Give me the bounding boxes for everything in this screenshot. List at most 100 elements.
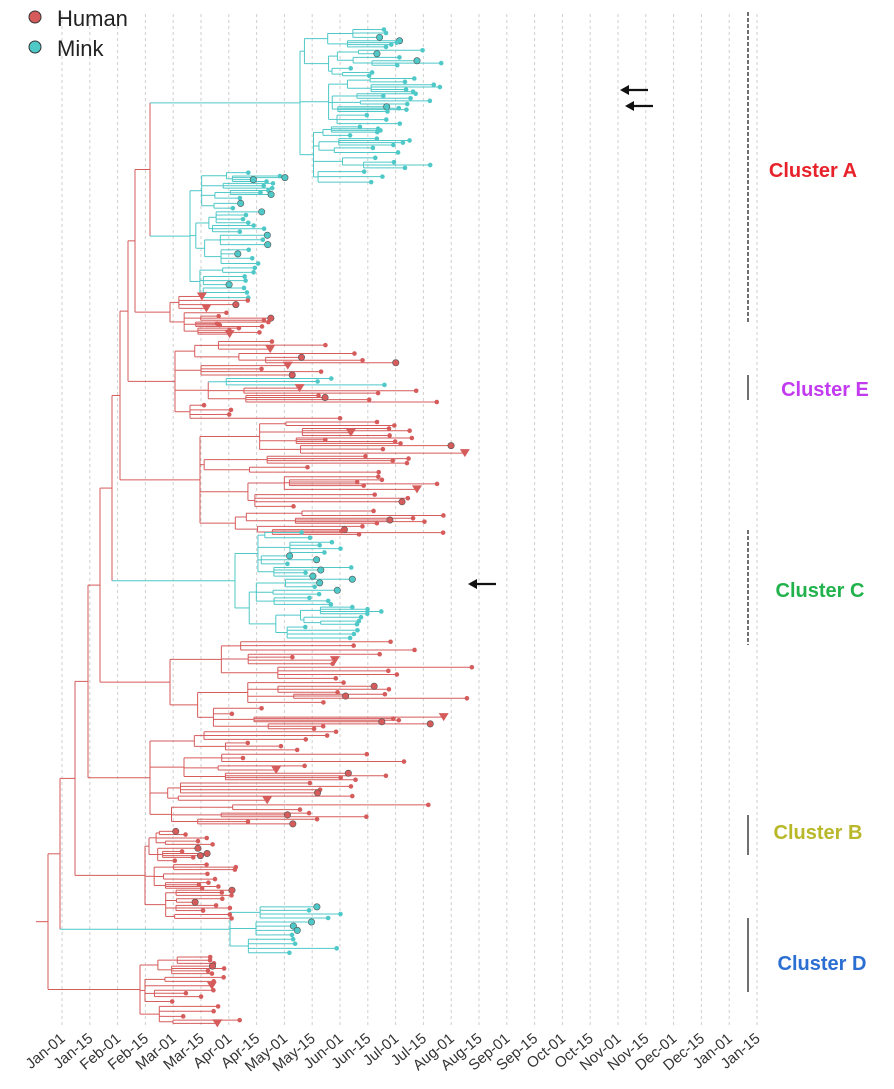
tree-tip bbox=[180, 1014, 186, 1019]
tree-tip bbox=[210, 842, 215, 847]
tree-tip bbox=[255, 261, 261, 266]
tree-tip bbox=[203, 850, 211, 858]
tree-tip bbox=[405, 495, 411, 501]
tree-tip bbox=[234, 250, 242, 258]
tree-tip bbox=[257, 330, 262, 335]
tree-tip bbox=[212, 876, 218, 882]
tree-tip bbox=[215, 1004, 221, 1009]
tree-tip bbox=[290, 654, 295, 660]
tree-tip bbox=[219, 896, 225, 902]
tree-tip bbox=[392, 359, 400, 367]
tree-tip bbox=[441, 513, 446, 518]
tree-tip bbox=[374, 520, 380, 526]
tree-tip-triangle bbox=[262, 796, 273, 805]
tree-tip bbox=[323, 437, 328, 443]
tree-tip bbox=[314, 789, 322, 797]
tree-tip bbox=[352, 351, 357, 356]
tree-tip bbox=[236, 325, 242, 331]
tree-tip bbox=[240, 755, 246, 761]
tree-tip bbox=[381, 27, 387, 32]
tree-tip bbox=[404, 460, 410, 466]
tree-tip bbox=[183, 832, 188, 837]
tree-tip bbox=[229, 893, 234, 898]
tree-tip bbox=[391, 142, 396, 148]
tree-tip bbox=[221, 966, 227, 971]
tree-tip bbox=[408, 95, 413, 101]
tree-tip-triangle bbox=[224, 330, 235, 339]
tree-tip bbox=[426, 802, 431, 808]
tree-tip bbox=[288, 371, 296, 379]
tree-tip bbox=[351, 631, 357, 637]
tree-tip bbox=[427, 162, 433, 168]
tree-tip bbox=[371, 508, 376, 514]
tree-tip bbox=[198, 994, 204, 999]
tree-tip bbox=[311, 726, 317, 732]
tree-tip bbox=[360, 357, 365, 363]
tree-tip bbox=[338, 775, 344, 780]
tree-tip bbox=[243, 212, 249, 218]
tree-tip bbox=[380, 446, 386, 452]
tree-tip bbox=[380, 174, 385, 179]
tree-tips bbox=[169, 27, 475, 1028]
tree-tip bbox=[195, 838, 201, 844]
tree-tip bbox=[228, 886, 236, 894]
tree-tip-triangle bbox=[459, 449, 470, 458]
tree-tip bbox=[264, 241, 272, 249]
tree-tip bbox=[245, 819, 251, 824]
tree-tip bbox=[307, 595, 312, 601]
tree-tip bbox=[258, 190, 263, 196]
tree-tip bbox=[334, 946, 339, 951]
tree-tip bbox=[221, 975, 226, 980]
tree-tip bbox=[333, 729, 339, 735]
tree-tip bbox=[469, 664, 475, 670]
tree-tip bbox=[196, 852, 204, 860]
tree-tip bbox=[315, 379, 320, 384]
tree-tip bbox=[328, 376, 334, 381]
legend: Human Mink bbox=[28, 6, 128, 61]
tree-tip bbox=[307, 918, 315, 926]
tree-tip bbox=[397, 55, 402, 60]
tree-tip bbox=[307, 780, 313, 786]
tree-tip bbox=[412, 647, 417, 653]
tree-tip bbox=[237, 1017, 242, 1023]
tree-tip-triangle bbox=[271, 766, 282, 775]
tree-tip bbox=[411, 76, 417, 81]
left-arrow-icon bbox=[468, 579, 477, 589]
tree-tip bbox=[396, 717, 402, 723]
left-arrow-icon bbox=[620, 85, 629, 95]
tree-tip bbox=[318, 369, 324, 374]
tree-tip bbox=[241, 285, 247, 291]
legend-mink-marker bbox=[28, 40, 42, 54]
tree-tip bbox=[323, 342, 328, 348]
tree-tip bbox=[217, 322, 223, 328]
tree-tip bbox=[172, 858, 178, 863]
tree-tip bbox=[392, 423, 397, 428]
tree-tip bbox=[355, 627, 360, 633]
tree-tip-triangle bbox=[196, 292, 207, 301]
tree-tip bbox=[447, 442, 455, 450]
cluster-label: Cluster A bbox=[769, 160, 857, 182]
cluster-label: Cluster C bbox=[776, 580, 865, 602]
tree-tip bbox=[368, 179, 374, 185]
tree-tip bbox=[404, 107, 409, 112]
tree-tip bbox=[211, 1008, 216, 1014]
tree-tip bbox=[305, 464, 310, 470]
tree-tip bbox=[207, 957, 213, 963]
tree-tip bbox=[375, 390, 381, 396]
tree-tip bbox=[357, 124, 363, 130]
tree-tip-triangle bbox=[206, 981, 217, 990]
tree-tip bbox=[364, 751, 370, 757]
tree-tip bbox=[350, 604, 355, 610]
tree-tip bbox=[316, 579, 324, 587]
tree-tip bbox=[434, 399, 440, 405]
tree-tip bbox=[228, 407, 234, 413]
tree-tip bbox=[375, 474, 381, 480]
tree-tip bbox=[269, 185, 275, 191]
cluster-labels: Cluster A Cluster E Cluster C Cluster B Clus… bbox=[769, 160, 869, 975]
tree-tip bbox=[383, 30, 389, 36]
tree-tip bbox=[245, 740, 251, 746]
tree-tip bbox=[329, 539, 335, 545]
tree-tip bbox=[347, 635, 353, 641]
legend-human-label: Human bbox=[57, 6, 128, 31]
